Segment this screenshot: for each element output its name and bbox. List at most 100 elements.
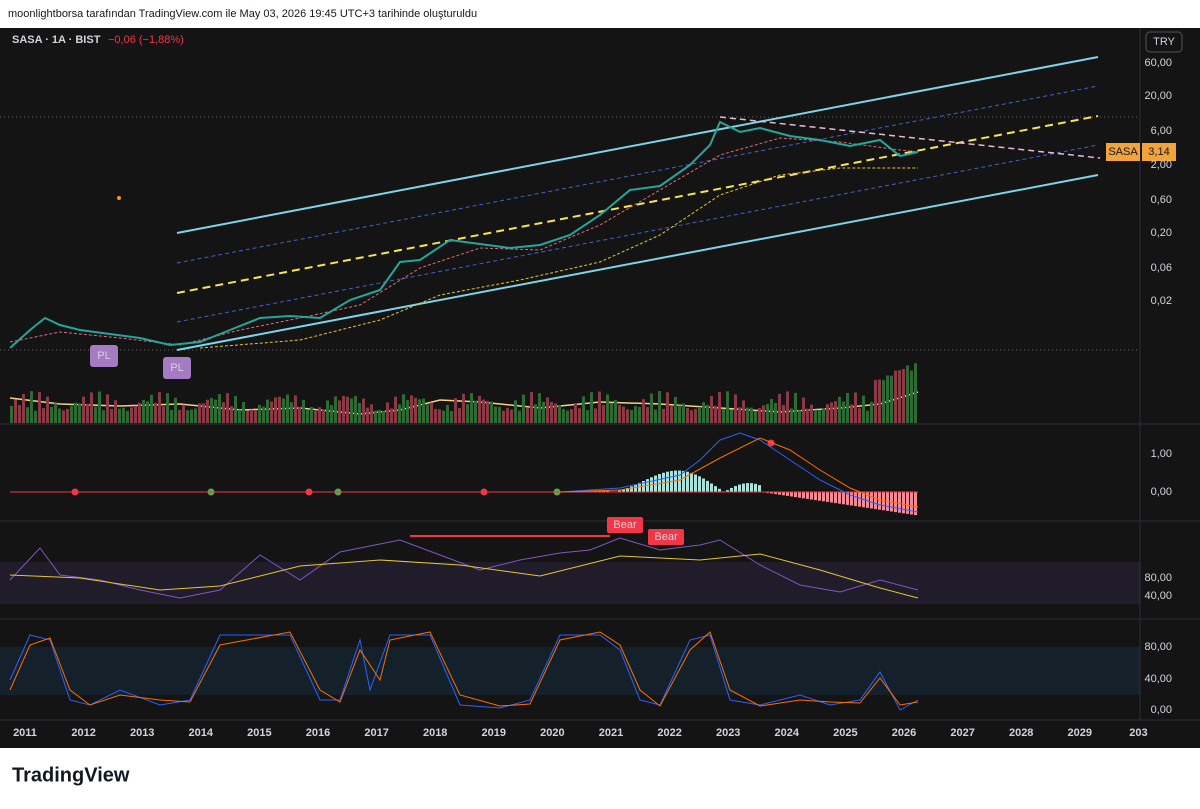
volume-bar bbox=[306, 410, 309, 423]
volume-bar bbox=[506, 408, 509, 423]
volume-bar bbox=[338, 400, 341, 423]
volume-bar bbox=[206, 400, 209, 423]
axis-label: 203 bbox=[1129, 727, 1147, 739]
volume-bar bbox=[542, 402, 545, 423]
volume-bar bbox=[342, 396, 345, 423]
volume-bar bbox=[874, 380, 877, 423]
axis-label: 0,60 bbox=[1151, 194, 1172, 206]
volume-bar bbox=[318, 407, 321, 423]
volume-bar bbox=[74, 403, 77, 423]
volume-bar bbox=[386, 402, 389, 423]
volume-bar bbox=[902, 369, 905, 423]
volume-bar bbox=[826, 404, 829, 423]
macd-hist bbox=[738, 485, 741, 492]
axis-label: 2022 bbox=[657, 727, 681, 739]
price-tag-value: 3,14 bbox=[1148, 146, 1169, 158]
volume-bar bbox=[362, 399, 365, 423]
macd-hist bbox=[902, 492, 905, 513]
macd-hist bbox=[750, 483, 753, 492]
macd-hist bbox=[742, 484, 745, 492]
macd-hist bbox=[842, 492, 845, 504]
dot bbox=[117, 196, 121, 200]
volume-bar bbox=[514, 400, 517, 423]
volume-bar bbox=[774, 403, 777, 423]
macd-hist bbox=[746, 483, 749, 492]
volume-bar bbox=[186, 410, 189, 423]
volume-bar bbox=[314, 411, 317, 423]
volume-bar bbox=[646, 407, 649, 423]
axis-label: 2018 bbox=[423, 727, 447, 739]
volume-bar bbox=[462, 394, 465, 423]
volume-bar bbox=[854, 392, 857, 423]
volume-bar bbox=[106, 394, 109, 423]
volume-bar bbox=[758, 408, 761, 423]
volume-bar bbox=[154, 403, 157, 423]
volume-bar bbox=[566, 411, 569, 423]
volume-bar bbox=[146, 401, 149, 423]
macd-hist bbox=[730, 488, 733, 492]
volume-bar bbox=[410, 395, 413, 423]
volume-bar bbox=[346, 397, 349, 423]
axis-label: 2027 bbox=[950, 727, 974, 739]
volume-bar bbox=[470, 393, 473, 423]
volume-bar bbox=[382, 411, 385, 423]
volume-bar bbox=[78, 403, 81, 423]
axis-label: 2013 bbox=[130, 727, 154, 739]
volume-bar bbox=[614, 400, 617, 423]
volume-bar bbox=[502, 411, 505, 423]
volume-bar bbox=[686, 408, 689, 423]
axis-label: 0,20 bbox=[1151, 227, 1172, 239]
volume-bar bbox=[890, 376, 893, 423]
volume-bar bbox=[722, 409, 725, 423]
volume-bar bbox=[698, 407, 701, 423]
volume-bar bbox=[490, 402, 493, 423]
price-tag-symbol: SASA bbox=[1108, 146, 1138, 158]
volume-bar bbox=[234, 396, 237, 423]
volume-bar bbox=[578, 408, 581, 423]
volume-bar bbox=[718, 392, 721, 423]
volume-bar bbox=[830, 402, 833, 423]
volume-bar bbox=[450, 411, 453, 423]
volume-bar bbox=[458, 408, 461, 423]
volume-bar bbox=[610, 403, 613, 423]
volume-bar bbox=[914, 363, 917, 423]
volume-bar bbox=[910, 371, 913, 423]
currency[interactable]: TRY bbox=[1153, 36, 1175, 48]
volume-bar bbox=[158, 392, 161, 423]
volume-bar bbox=[454, 398, 457, 423]
macd-hist bbox=[794, 492, 797, 497]
volume-bar bbox=[218, 394, 221, 423]
volume-bar bbox=[650, 394, 653, 423]
volume-bar bbox=[198, 403, 201, 423]
axis-label: 2014 bbox=[189, 727, 214, 739]
macd-hist bbox=[826, 492, 829, 502]
axis-label: 2028 bbox=[1009, 727, 1033, 739]
caption: moonlightborsa tarafından TradingView.co… bbox=[8, 8, 477, 20]
volume-bar bbox=[886, 375, 889, 423]
volume-bar bbox=[526, 408, 529, 423]
volume-bar bbox=[474, 401, 477, 423]
macd-hist bbox=[694, 474, 697, 492]
volume-bar bbox=[598, 392, 601, 423]
volume-bar bbox=[634, 406, 637, 423]
volume-bar bbox=[310, 407, 313, 423]
macd-hist bbox=[818, 492, 821, 501]
macd-hist bbox=[834, 492, 837, 503]
volume-bar bbox=[418, 399, 421, 423]
volume-bar bbox=[602, 405, 605, 423]
axis-label: 2019 bbox=[482, 727, 506, 739]
volume-bar bbox=[394, 397, 397, 423]
volume-bar bbox=[882, 380, 885, 423]
volume-bar bbox=[586, 410, 589, 423]
volume-bar bbox=[174, 398, 177, 423]
volume-bar bbox=[574, 403, 577, 423]
volume-bar bbox=[678, 405, 681, 423]
volume-bar bbox=[654, 410, 657, 423]
volume-bar bbox=[182, 405, 185, 423]
macd-hist bbox=[810, 492, 813, 500]
macd-hist bbox=[678, 471, 681, 492]
volume-bar bbox=[778, 394, 781, 423]
axis-label: 60,00 bbox=[1144, 57, 1172, 69]
macd-hist bbox=[682, 471, 685, 492]
macd-hist bbox=[830, 492, 833, 503]
